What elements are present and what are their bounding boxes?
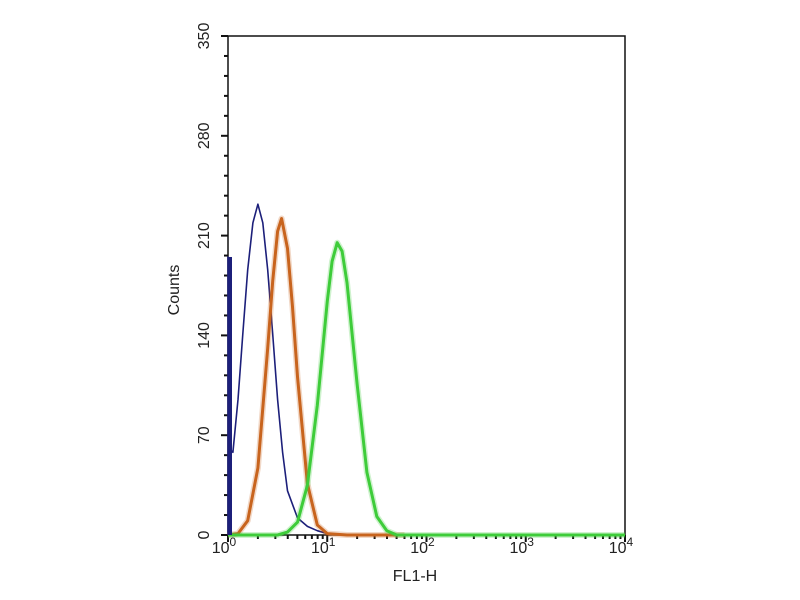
y-tick-label: 70 [196,426,213,444]
y-tick-labels: 0 70 140 210 280 350 [196,23,213,540]
series-1-edge-spike [228,256,232,535]
y-tick-label: 0 [196,530,213,539]
x-tick-label: 102 [410,535,435,557]
series-line-1 [227,203,348,536]
x-tick-label: 100 [212,535,237,557]
series-line-2 [227,217,405,537]
plot-frame [227,35,626,536]
y-tick-label: 210 [196,222,213,249]
x-tick-label: 104 [609,535,634,557]
x-axis-label: FL1-H [393,568,437,585]
x-tick-label: 101 [311,535,336,557]
series-line-3 [228,241,625,537]
axes [221,35,626,542]
x-tick-labels: 100 101 102 103 104 [212,535,634,557]
y-tick-label: 280 [196,122,213,149]
y-axis-label: Counts [166,265,183,316]
y-tick-label: 350 [196,23,213,50]
y-tick-label: 140 [196,322,213,349]
series-group [227,203,625,538]
x-tick-label: 103 [510,535,535,557]
